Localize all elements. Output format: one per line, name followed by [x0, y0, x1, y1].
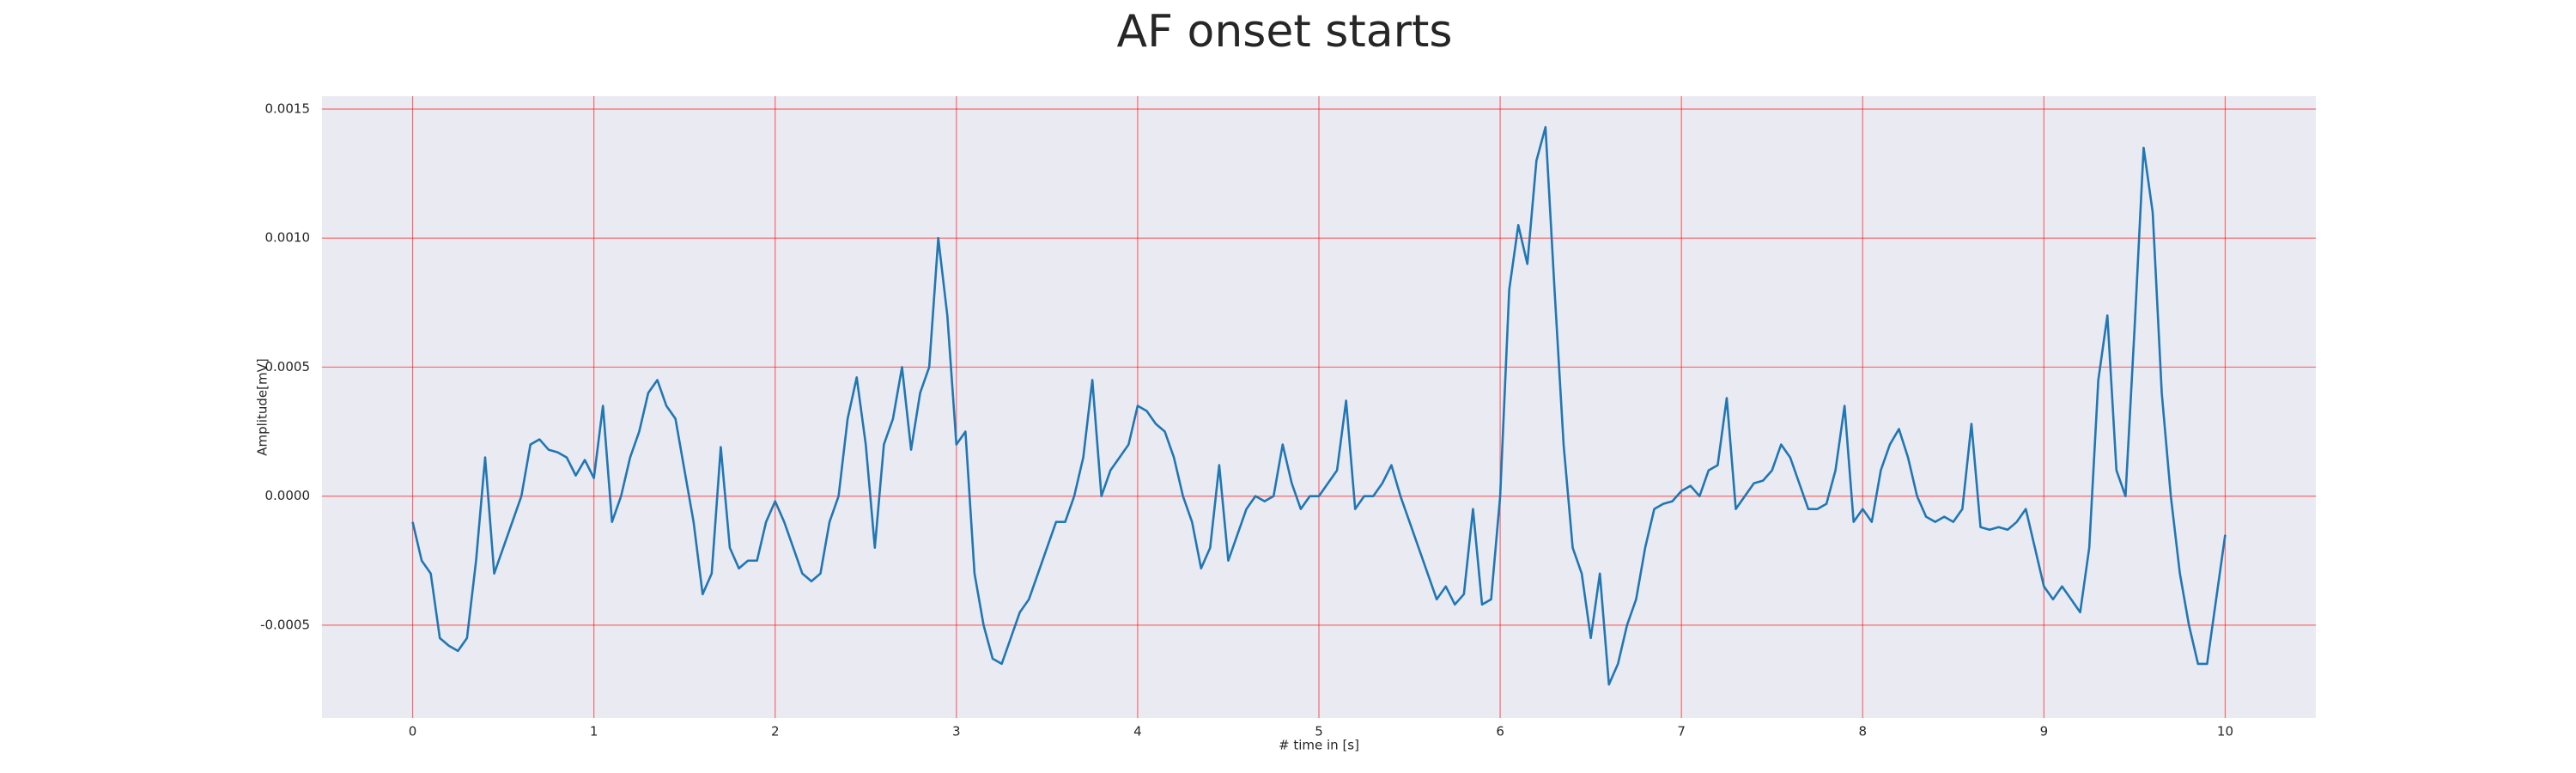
x-tick-label: 5 [1315, 724, 1323, 740]
y-tick-label: 0.0015 [265, 101, 311, 117]
x-tick-label: 8 [1858, 724, 1867, 740]
x-tick-label: 2 [771, 724, 780, 740]
y-tick-label: 0.0000 [265, 488, 311, 503]
x-tick-label: 7 [1677, 724, 1686, 740]
line-series [411, 125, 2227, 686]
x-tick-label: 9 [2040, 724, 2049, 740]
x-tick-label: 4 [1133, 724, 1142, 740]
y-axis-label: Amplitude[mV] [255, 358, 270, 455]
x-tick-label: 1 [590, 724, 598, 740]
x-axis-label: # time in [s] [1279, 738, 1359, 753]
x-tick-label: 6 [1496, 724, 1504, 740]
y-tick-label: -0.0005 [260, 617, 310, 632]
x-tick-label: 0 [409, 724, 417, 740]
y-tick-label: 0.0005 [265, 359, 311, 374]
x-tick-label: 10 [2217, 724, 2233, 740]
y-tick-label: 0.0010 [265, 230, 311, 246]
chart-title: AF onset starts [1117, 6, 1453, 58]
x-tick-label: 3 [952, 724, 961, 740]
